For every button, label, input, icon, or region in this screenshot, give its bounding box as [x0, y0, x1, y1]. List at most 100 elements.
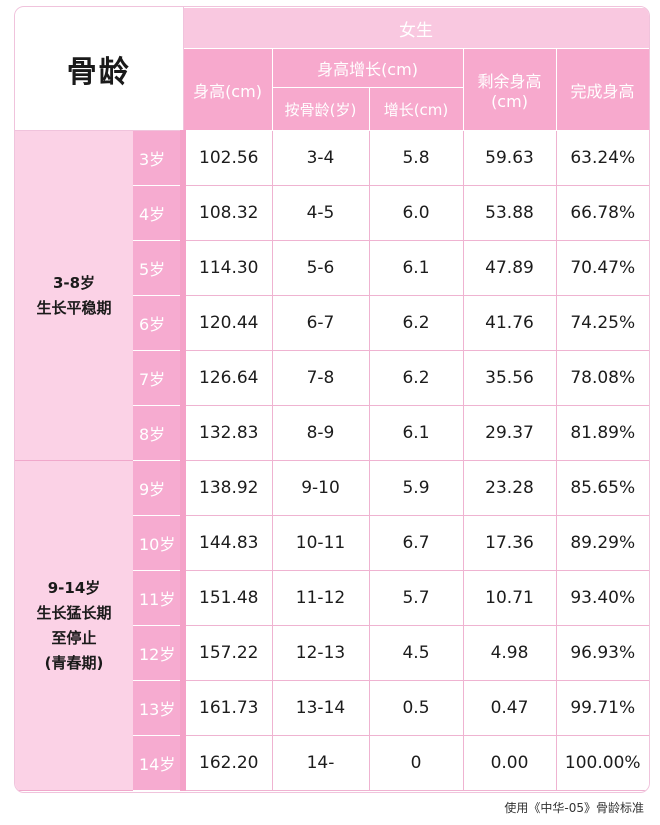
age-cell: 10岁 [133, 515, 183, 571]
bone-age-range-cell: 9-10 [271, 460, 369, 516]
bone-age-table-card: 骨龄 女生 身高(cm) 身高增长(cm) 剩余身高 (cm) 完成身高 按骨龄(… [14, 6, 650, 793]
height-cell: 102.56 [180, 130, 272, 186]
remaining-height-header-line1: 剩余身高 [477, 72, 542, 91]
completed-height-cell: 99.71% [555, 680, 649, 736]
age-cell: 3岁 [133, 130, 183, 186]
table-row: 12岁 157.22 12-13 4.5 4.98 96.93% [15, 625, 649, 681]
growth-group-header: 身高增长(cm) [271, 48, 464, 88]
age-cell: 14岁 [133, 735, 183, 791]
completed-height-header: 完成身高 [555, 48, 649, 131]
growth-cell: 6.1 [368, 240, 463, 296]
height-cell: 138.92 [180, 460, 272, 516]
table-title: 骨龄 [15, 7, 184, 131]
bone-age-range-cell: 11-12 [271, 570, 369, 626]
remaining-height-cell: 4.98 [462, 625, 556, 681]
height-cell: 132.83 [180, 405, 272, 461]
footnote: 使用《中华-05》骨龄标准 [504, 801, 644, 815]
remaining-height-header-line2: (cm) [491, 92, 528, 111]
bone-age-range-cell: 13-14 [271, 680, 369, 736]
height-cell: 114.30 [180, 240, 272, 296]
age-cell: 13岁 [133, 680, 183, 736]
bone-age-height-table: 骨龄 女生 身高(cm) 身高增长(cm) 剩余身高 (cm) 完成身高 按骨龄(… [15, 7, 649, 791]
age-cell: 7岁 [133, 350, 183, 406]
age-cell: 6岁 [133, 295, 183, 351]
growth-cell: 4.5 [368, 625, 463, 681]
remaining-height-cell: 0.00 [462, 735, 556, 791]
bone-age-range-cell: 6-7 [271, 295, 369, 351]
growth-header: 增长(cm) [368, 87, 464, 131]
growth-cell: 0.5 [368, 680, 463, 736]
height-cell: 157.22 [180, 625, 272, 681]
bone-age-range-cell: 14- [271, 735, 369, 791]
completed-height-cell: 74.25% [555, 295, 649, 351]
bone-age-range-cell: 12-13 [271, 625, 369, 681]
height-cell: 126.64 [180, 350, 272, 406]
completed-height-cell: 93.40% [555, 570, 649, 626]
height-cell: 108.32 [180, 185, 272, 241]
by-bone-age-header: 按骨龄(岁) [271, 87, 370, 131]
table-row: 9-14岁 生长猛长期 至停止 (青春期) 9岁 138.92 9-10 5.9 23.2… [15, 460, 649, 791]
growth-cell: 6.2 [368, 295, 463, 351]
growth-cell: 0 [368, 735, 463, 791]
remaining-height-cell: 10.71 [462, 570, 556, 626]
height-cell: 162.20 [180, 735, 272, 791]
height-cell: 144.83 [180, 515, 272, 571]
growth-cell: 5.7 [368, 570, 463, 626]
remaining-height-cell: 35.56 [462, 350, 556, 406]
height-cell: 151.48 [180, 570, 272, 626]
completed-height-cell: 89.29% [555, 515, 649, 571]
table-row: 3-8岁 生长平稳期 3岁 102.56 3-4 5.8 59.63 63.24% [15, 130, 649, 461]
girls-header: 女生 [182, 7, 649, 49]
table-row: 14岁 162.20 14- 0 0.00 100.00% [15, 735, 649, 791]
completed-height-cell: 70.47% [555, 240, 649, 296]
remaining-height-cell: 17.36 [462, 515, 556, 571]
age-cell: 11岁 [133, 570, 183, 626]
age-cell: 12岁 [133, 625, 183, 681]
remaining-height-cell: 23.28 [462, 460, 556, 516]
remaining-height-cell: 59.63 [462, 130, 556, 186]
completed-height-cell: 66.78% [555, 185, 649, 241]
table-row: 8岁 132.83 8-9 6.1 29.37 81.89% [15, 405, 649, 461]
growth-cell: 6.7 [368, 515, 463, 571]
height-cell: 120.44 [180, 295, 272, 351]
completed-height-cell: 85.65% [555, 460, 649, 516]
bone-age-range-cell: 7-8 [271, 350, 369, 406]
bone-age-range-cell: 10-11 [271, 515, 369, 571]
height-cell: 161.73 [180, 680, 272, 736]
table-row: 4岁 108.32 4-5 6.0 53.88 66.78% [15, 185, 649, 241]
age-cell: 5岁 [133, 240, 183, 296]
remaining-height-header: 剩余身高 (cm) [462, 48, 557, 131]
table-body: 3-8岁 生长平稳期 3岁 102.56 3-4 5.8 59.63 63.24% 4岁 108… [15, 130, 649, 791]
remaining-height-cell: 41.76 [462, 295, 556, 351]
phase-label: 9-14岁 生长猛长期 至停止 (青春期) [15, 460, 133, 791]
table-row: 5岁 114.30 5-6 6.1 47.89 70.47% [15, 240, 649, 296]
completed-height-cell: 63.24% [555, 130, 649, 186]
completed-height-cell: 78.08% [555, 350, 649, 406]
growth-cell: 5.8 [368, 130, 463, 186]
age-cell: 4岁 [133, 185, 183, 241]
bone-age-range-cell: 3-4 [271, 130, 369, 186]
bone-age-range-cell: 4-5 [271, 185, 369, 241]
completed-height-cell: 81.89% [555, 405, 649, 461]
table-row: 10岁 144.83 10-11 6.7 17.36 89.29% [15, 515, 649, 571]
table-row: 11岁 151.48 11-12 5.7 10.71 93.40% [15, 570, 649, 626]
completed-height-cell: 96.93% [555, 625, 649, 681]
growth-cell: 5.9 [368, 460, 463, 516]
bone-age-range-cell: 5-6 [271, 240, 369, 296]
remaining-height-cell: 53.88 [462, 185, 556, 241]
height-header: 身高(cm) [182, 48, 273, 131]
remaining-height-cell: 29.37 [462, 405, 556, 461]
age-cell: 9岁 [133, 460, 183, 516]
growth-cell: 6.2 [368, 350, 463, 406]
remaining-height-cell: 47.89 [462, 240, 556, 296]
table-row: 6岁 120.44 6-7 6.2 41.76 74.25% [15, 295, 649, 351]
completed-height-cell: 100.00% [555, 735, 649, 791]
table-row: 13岁 161.73 13-14 0.5 0.47 99.71% [15, 680, 649, 736]
age-cell: 8岁 [133, 405, 183, 461]
table-row: 7岁 126.64 7-8 6.2 35.56 78.08% [15, 350, 649, 406]
phase-label: 3-8岁 生长平稳期 [15, 130, 133, 461]
growth-cell: 6.1 [368, 405, 463, 461]
bone-age-range-cell: 8-9 [271, 405, 369, 461]
remaining-height-cell: 0.47 [462, 680, 556, 736]
growth-cell: 6.0 [368, 185, 463, 241]
